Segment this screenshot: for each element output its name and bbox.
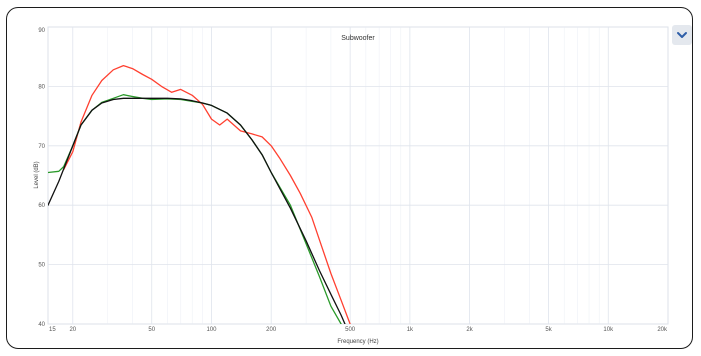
x-tick-label: 200 [266,327,277,333]
x-tick-label: 2k [466,327,473,333]
x-tick-label: 20 [69,327,76,333]
x-axis-label: Frequency (Hz) [337,339,378,345]
x-tick-label: 20k [657,327,668,333]
y-tick-label: 90 [38,28,45,34]
chart-title: Subwoofer [341,35,375,42]
x-tick-label: 15 [49,327,56,333]
x-tick-label: 500 [345,327,356,333]
y-tick-label: 60 [38,203,45,209]
x-tick-label: 100 [206,327,217,333]
y-tick-label: 70 [38,144,45,150]
series-line-1 [63,64,351,324]
collapse-button[interactable] [672,25,692,45]
y-tick-label: 50 [38,263,45,269]
y-tick-label: 40 [38,322,45,328]
y-axis-label: Level (dB) [34,161,40,188]
x-tick-label: 5k [545,327,552,333]
y-tick-label: 80 [38,84,45,90]
plot-area [47,26,669,325]
chevron-down-icon [677,32,687,38]
series-line-3 [48,97,346,324]
x-tick-label: 10k [603,327,614,333]
x-tick-label: 1k [407,327,414,333]
x-tick-label: 50 [148,327,155,333]
